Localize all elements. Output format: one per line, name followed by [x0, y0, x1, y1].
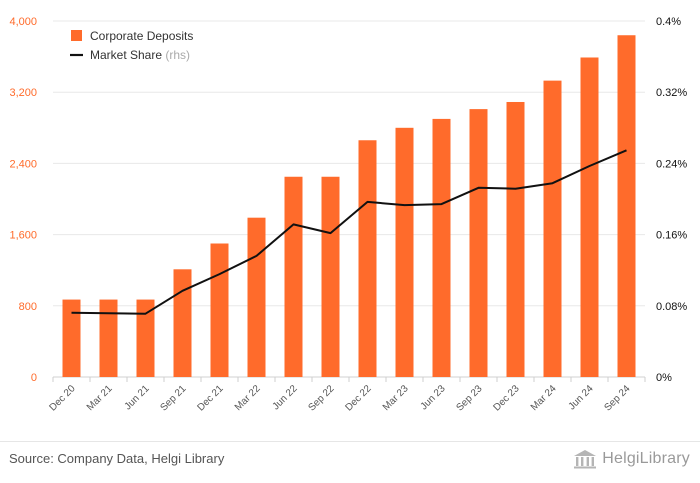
x-tick-label: Sep 23	[454, 383, 484, 413]
x-tick-label: Dec 21	[195, 383, 225, 413]
x-tick-label: Sep 22	[306, 383, 336, 413]
y-right-tick-label: 0.08%	[656, 301, 687, 313]
legend-swatch-bar	[71, 30, 82, 41]
bar	[284, 176, 303, 377]
x-tick-label: Mar 24	[529, 383, 559, 413]
source-note: Source: Company Data, Helgi Library	[9, 451, 225, 466]
bar	[469, 109, 488, 378]
y-axis-right: 0% 0.08% 0.16% 0.24% 0.32% 0.4%	[656, 16, 687, 384]
y-left-tick-label: 3,200	[9, 87, 37, 99]
bar	[395, 127, 414, 377]
bar	[543, 80, 562, 377]
bar	[210, 243, 229, 377]
bar	[358, 140, 377, 377]
x-tick-label: Mar 22	[233, 383, 263, 413]
y-right-tick-label: 0.24%	[656, 158, 687, 170]
x-tick-label: Jun 21	[123, 383, 152, 412]
y-right-tick-label: 0.4%	[656, 16, 681, 28]
x-tick-label: Dec 20	[47, 383, 77, 413]
x-tick-label: Sep 21	[158, 383, 188, 413]
market-share-line	[71, 149, 627, 315]
helgi-library-logo: HelgiLibrary	[572, 449, 690, 469]
y-axis-left: 0 800 1,600 2,400 3,200 4,000	[9, 16, 37, 384]
bar	[62, 299, 81, 377]
x-axis: Dec 20 Mar 21 Jun 21 Sep 21 Dec 21 Mar 22 Jun …	[47, 377, 646, 414]
bar	[580, 57, 599, 378]
x-tick-label: Sep 24	[602, 383, 632, 413]
x-tick-label: Jun 23	[419, 383, 448, 412]
legend-label-market-share: Market Share (rhs)	[90, 48, 190, 62]
x-tick-label: Dec 22	[343, 383, 373, 413]
legend-label-corporate-deposits: Corporate Deposits	[90, 29, 193, 43]
bar	[617, 35, 636, 378]
y-left-tick-label: 1,600	[9, 230, 37, 242]
bar	[247, 217, 266, 377]
logo-text: HelgiLibrary	[602, 450, 690, 467]
chart-svg: 0 800 1,600 2,400 3,200 4,000 0% 0.08% 0.16% 0.2…	[9, 16, 687, 414]
y-left-tick-label: 0	[31, 372, 37, 384]
x-tick-label: Mar 21	[85, 383, 115, 413]
library-building-icon	[574, 450, 597, 469]
x-tick-label: Mar 23	[381, 383, 411, 413]
bar	[136, 299, 155, 377]
bar	[321, 176, 340, 377]
y-left-tick-label: 800	[19, 301, 37, 313]
bar-series	[62, 35, 636, 378]
y-left-tick-label: 4,000	[9, 16, 37, 28]
y-right-tick-label: 0.16%	[656, 230, 687, 242]
legend-rhs-note: (rhs)	[165, 48, 190, 62]
y-right-tick-label: 0.32%	[656, 87, 687, 99]
bar	[432, 118, 451, 378]
x-tick-label: Jun 24	[567, 383, 596, 412]
line-series	[71, 149, 627, 315]
bar	[506, 101, 525, 378]
y-right-tick-label: 0%	[656, 372, 672, 384]
bar	[99, 299, 118, 377]
bar	[173, 269, 192, 377]
legend: Corporate Deposits Market Share (rhs)	[70, 29, 193, 62]
x-tick-label: Dec 23	[491, 383, 521, 413]
x-tick-label: Jun 22	[271, 383, 300, 412]
y-left-tick-label: 2,400	[9, 158, 37, 170]
footer-divider	[0, 441, 700, 442]
